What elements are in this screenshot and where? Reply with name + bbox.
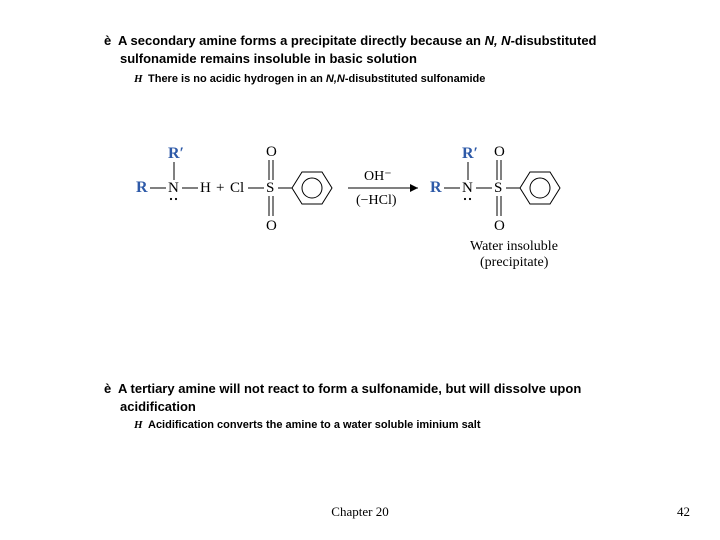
chapter-footer: Chapter 20	[0, 504, 720, 520]
reaction-scheme: R N R′ H + Cl S O O OH⁻	[130, 110, 630, 270]
right-O-bot: O	[494, 218, 505, 234]
left-N: N	[168, 180, 179, 196]
scheme-caption-1: Water insoluble	[470, 239, 558, 254]
page-number: 42	[677, 504, 690, 520]
scheme-caption-2: (precipitate)	[480, 255, 549, 270]
arrow-bottom-label: (−HCl)	[356, 193, 397, 208]
b2sub-text: Acidification converts the amine to a wa…	[148, 419, 481, 431]
right-Rprime-label: R′	[462, 145, 478, 162]
slide: èA secondary amine forms a precipitate d…	[0, 0, 720, 540]
left-O-top: O	[266, 144, 277, 160]
arrow-icon: è	[104, 380, 118, 398]
plus-sign: +	[216, 180, 224, 196]
lone-pair-dot	[170, 198, 172, 200]
subbullet-no-acidic-h: HThere is no acidic hydrogen in an N,N-d…	[150, 72, 620, 86]
b2-text: A tertiary amine will not react to form …	[118, 381, 581, 414]
bullet-tertiary-amine: èA tertiary amine will not react to form…	[120, 380, 620, 415]
left-S: S	[266, 180, 274, 196]
b1sub-text-ital: N,N	[326, 73, 345, 85]
lone-pair-dot	[464, 198, 466, 200]
arrow-icon: è	[104, 32, 118, 50]
right-O-top: O	[494, 144, 505, 160]
b1sub-text-pre: There is no acidic hydrogen in an	[148, 73, 326, 85]
subbullet-acidification: HAcidification converts the amine to a w…	[150, 418, 620, 432]
benzene-ring-left	[292, 172, 332, 204]
left-Rprime-label: R′	[168, 145, 184, 162]
left-Cl: Cl	[230, 180, 244, 196]
benzene-ring-right	[520, 172, 560, 204]
b1sub-text-post: -disubstituted sulfonamide	[345, 73, 486, 85]
bullet-marker-icon: H	[134, 72, 148, 86]
lone-pair-dot	[175, 198, 177, 200]
right-N: N	[462, 180, 473, 196]
lone-pair-dot	[469, 198, 471, 200]
left-R-label: R	[136, 179, 148, 196]
reaction-arrow: OH⁻ (−HCl)	[348, 169, 418, 208]
arrow-top-label: OH⁻	[364, 169, 392, 184]
right-S: S	[494, 180, 502, 196]
b1-text-pre: A secondary amine forms a precipitate di…	[118, 33, 485, 48]
bullet-marker-icon: H	[134, 418, 148, 432]
left-H: H	[200, 180, 211, 196]
bullet-secondary-amine: èA secondary amine forms a precipitate d…	[120, 32, 620, 67]
b1-text-ital: N, N	[485, 33, 511, 48]
right-R-label: R	[430, 179, 442, 196]
left-O-bot: O	[266, 218, 277, 234]
